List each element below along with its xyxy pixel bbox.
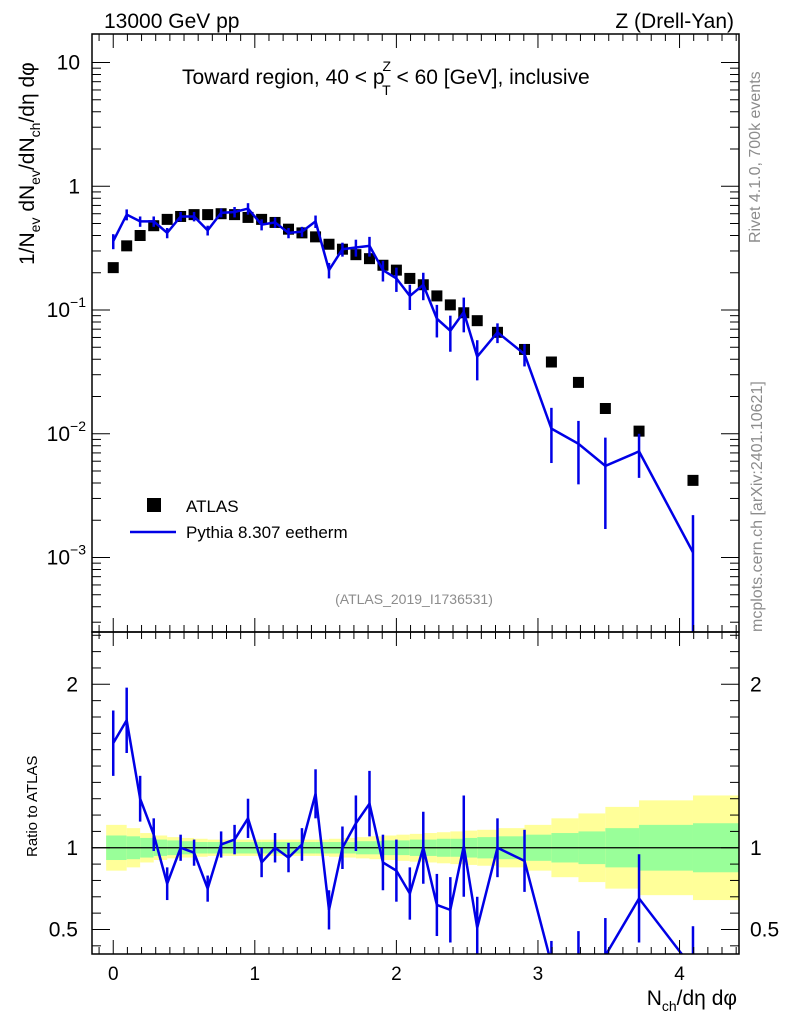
atlas-data-point xyxy=(161,213,173,225)
mc-line xyxy=(112,207,695,553)
x-tick-label: 2 xyxy=(391,964,402,985)
atlas-data-point xyxy=(545,356,557,368)
ratio-y-tick-label-left: 2 xyxy=(66,673,78,696)
ratio-y-tick-label-left: 1 xyxy=(66,837,78,860)
ratio-y-axis-label: Ratio to ATLAS xyxy=(24,756,41,857)
atlas-data-point xyxy=(633,425,645,437)
main-y-tick-label: 10−1 xyxy=(47,294,87,322)
atlas-data-point xyxy=(687,474,699,486)
atlas-data-point xyxy=(599,402,611,414)
ratio-y-tick-label-right: 2 xyxy=(750,673,762,696)
process-label: Z (Drell-Yan) xyxy=(615,10,734,33)
x-tick-label: 3 xyxy=(533,964,544,985)
ratio-y-tick-label-left: 0.5 xyxy=(49,918,78,941)
ratio-plot-frame xyxy=(91,631,740,955)
ratio-line xyxy=(112,716,684,954)
atlas-data-point xyxy=(242,211,254,223)
mcplots-label: mcplots.cern.ch [arXiv:2401.10621] xyxy=(749,381,766,632)
region-title: Toward region, 40 < pZ T < 60 [GeV], incl… xyxy=(182,58,590,98)
legend-mc-label: Pythia 8.307 eetherm xyxy=(186,523,348,542)
atlas-data-point xyxy=(431,290,443,302)
atlas-data-point xyxy=(404,272,416,284)
legend-data-label: ATLAS xyxy=(186,497,239,516)
ratio-y-tick-label-right: 0.5 xyxy=(750,918,779,941)
collision-label: 13000 GeV pp xyxy=(104,10,239,33)
main-y-tick-label: 10−2 xyxy=(47,418,87,446)
atlas-data-point xyxy=(363,253,375,265)
atlas-data-point xyxy=(134,230,146,242)
atlas-data-point xyxy=(471,315,483,327)
main-y-tick-label: 10−3 xyxy=(47,541,87,569)
analysis-id: (ATLAS_2019_I1736531) xyxy=(335,591,493,607)
atlas-data-point xyxy=(121,240,133,252)
main-y-axis-label: 1/Nev dNev/dNch/dη dφ xyxy=(16,62,43,265)
atlas-data-point xyxy=(202,209,214,221)
x-tick-label: 0 xyxy=(108,964,119,985)
x-tick-label: 1 xyxy=(250,964,261,985)
main-y-tick-label: 10 xyxy=(57,52,80,75)
atlas-data-point xyxy=(310,231,322,243)
atlas-data-point xyxy=(323,238,335,250)
main-plot-frame xyxy=(91,33,740,633)
legend: ATLAS Pythia 8.307 eetherm xyxy=(130,497,348,542)
atlas-data-point xyxy=(572,376,584,388)
atlas-data-point xyxy=(107,262,119,274)
x-axis-label: Nch/dη dφ xyxy=(647,987,737,1014)
rivet-label: Rivet 4.1.0, 700k events xyxy=(747,71,764,243)
atlas-data-point xyxy=(444,299,456,311)
main-y-tick-label: 1 xyxy=(68,175,80,198)
ratio-y-tick-label-right: 1 xyxy=(750,837,762,860)
legend-data-marker xyxy=(147,498,161,512)
x-tick-label: 4 xyxy=(674,964,685,985)
